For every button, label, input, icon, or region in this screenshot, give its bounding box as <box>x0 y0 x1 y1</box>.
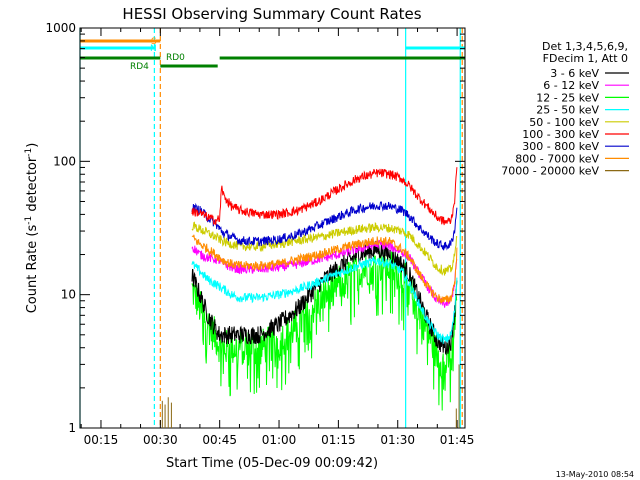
legend-header-1: FDecim 1, Att 0 <box>543 52 628 65</box>
plot-area: SN RD0 RD4 00:15 00:30 00:45 01:00 01:15 01:30 01… <box>45 21 474 447</box>
legend-label-4: 50 - 100 keV <box>529 116 599 129</box>
x-tick-label-3: 01:00 <box>262 433 297 447</box>
y-axis-label-sup2: -1 <box>24 148 34 157</box>
legend-label-1: 6 - 12 keV <box>543 79 599 92</box>
legend-label-6: 300 - 800 keV <box>522 140 599 153</box>
legend-label-0: 3 - 6 keV <box>550 67 599 80</box>
x-tick-label-5: 01:30 <box>380 433 415 447</box>
legend-header-0: Det 1,3,4,5,6,9, <box>542 40 628 53</box>
legend-label-2: 12 - 25 keV <box>536 91 599 104</box>
chart-title: HESSI Observing Summary Count Rates <box>122 5 421 23</box>
y-tick-label-1: 10 <box>61 288 76 302</box>
plot-frame <box>79 27 466 429</box>
y-tick-label-2: 100 <box>53 154 76 168</box>
y-axis-label: Count Rate (s-1 detector-1) <box>24 143 40 314</box>
y-axis-label-end: ) <box>25 143 40 148</box>
state-label-rd0: RD0 <box>166 53 185 63</box>
legend-label-7: 800 - 7000 keV <box>515 152 599 165</box>
series-line-3 <box>191 257 458 344</box>
y-tick-label-0: 1 <box>68 421 76 435</box>
y-axis-label-sup1: -1 <box>24 216 34 225</box>
x-tick-label-1: 00:30 <box>143 433 178 447</box>
y-axis-label-mid: detector <box>25 156 40 216</box>
footer-timestamp: 13-May-2010 08:54 <box>556 470 634 479</box>
legend-label-5: 100 - 300 keV <box>522 128 599 141</box>
series-line-4 <box>191 221 458 276</box>
y-axis-label-main: Count Rate (s <box>25 225 40 314</box>
x-tick-label-0: 00:15 <box>84 433 119 447</box>
state-label-s: S <box>151 37 157 47</box>
svg-text:Count Rate (s-1 detector-1): Count Rate (s-1 detector-1) <box>24 143 40 314</box>
x-axis-label: Start Time (05-Dec-09 00:09:42) <box>166 456 378 471</box>
state-label-rd4: RD4 <box>130 62 149 72</box>
x-tick-label-6: 01:45 <box>440 433 475 447</box>
series-line-2 <box>191 248 458 411</box>
series-line-5 <box>191 167 458 226</box>
series-line-7 <box>191 234 458 304</box>
series-line-6 <box>191 201 458 251</box>
legend-label-3: 25 - 50 keV <box>536 104 599 117</box>
x-tick-label-4: 01:15 <box>321 433 356 447</box>
legend: Det 1,3,4,5,6,9,FDecim 1, Att 0 3 - 6 keV… <box>501 40 629 178</box>
legend-label-8: 7000 - 20000 keV <box>501 165 599 178</box>
state-label-n: N <box>150 44 157 54</box>
x-tick-label-2: 00:45 <box>202 433 237 447</box>
series-line-0 <box>191 241 458 356</box>
y-tick-label-3: 1000 <box>45 21 76 35</box>
